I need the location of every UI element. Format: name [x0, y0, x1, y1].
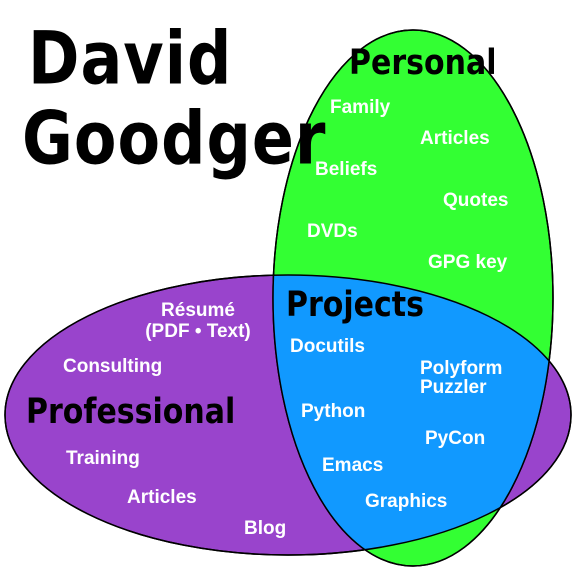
link-polyform-puzzler[interactable]: Polyform Puzzler: [420, 359, 502, 397]
link-python[interactable]: Python: [301, 401, 366, 422]
polyform-label-line2: Puzzler: [420, 377, 487, 398]
link-blog[interactable]: Blog: [244, 518, 287, 539]
link-gpg-key[interactable]: GPG key: [428, 252, 508, 273]
link-professional-articles[interactable]: Articles: [127, 487, 197, 508]
professional-outline: [4, 274, 572, 556]
resume-formats: (PDF • Text): [145, 321, 251, 342]
link-family[interactable]: Family: [330, 97, 391, 118]
link-consulting[interactable]: Consulting: [63, 356, 163, 377]
link-docutils[interactable]: Docutils: [290, 336, 365, 357]
link-dvds[interactable]: DVDs: [307, 221, 358, 242]
link-graphics[interactable]: Graphics: [365, 491, 448, 512]
personal-outline: [272, 29, 554, 567]
link-personal-articles[interactable]: Articles: [420, 128, 490, 149]
polyform-label-line1: Polyform: [420, 358, 503, 379]
resume-label: Résumé: [161, 300, 235, 321]
link-quotes[interactable]: Quotes: [443, 190, 509, 211]
link-beliefs[interactable]: Beliefs: [315, 159, 378, 180]
link-pycon[interactable]: PyCon: [425, 428, 486, 449]
link-resume[interactable]: Résumé (PDF • Text): [125, 300, 271, 342]
link-emacs[interactable]: Emacs: [322, 455, 384, 476]
link-training[interactable]: Training: [66, 448, 140, 469]
projects-overlap: [273, 275, 553, 555]
